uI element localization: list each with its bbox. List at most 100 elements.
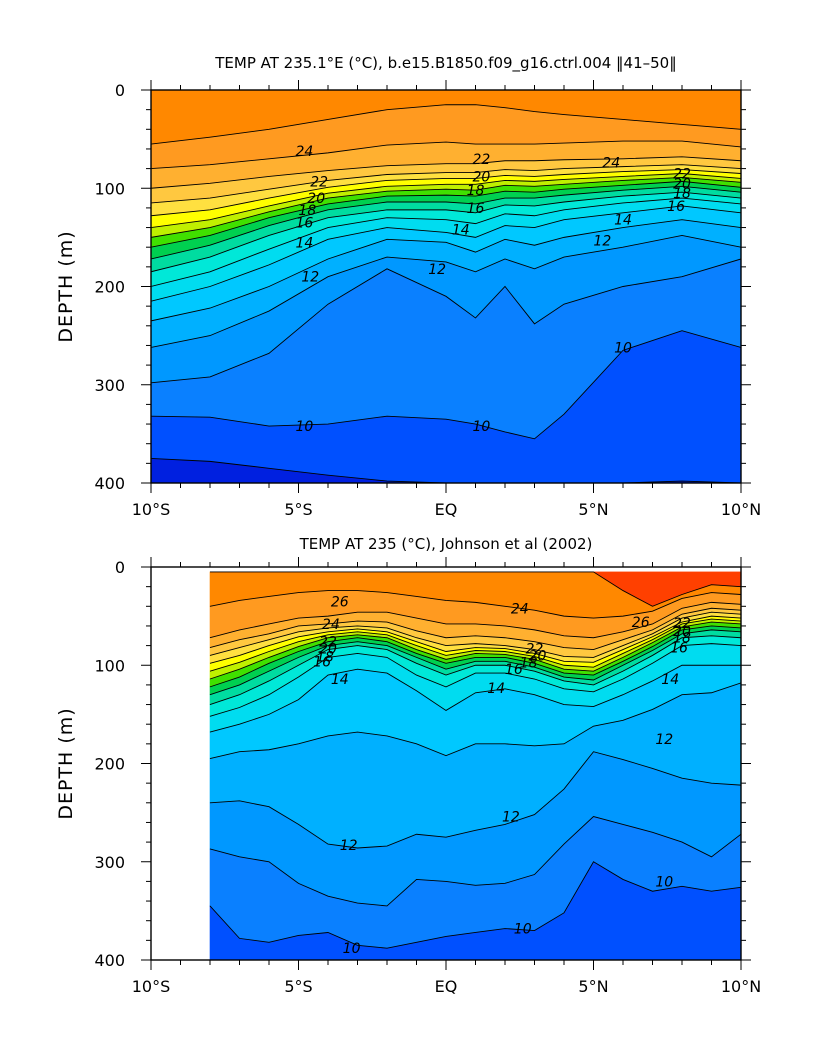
contour-label-4: 18 (316, 649, 334, 665)
isotherm-10 (209, 861, 741, 949)
y-tick-label: 200 (94, 278, 125, 297)
contour-label-9: 20 (529, 648, 547, 664)
x-tick-label: 10°S (132, 500, 171, 519)
contour-label-5: 14 (295, 235, 313, 251)
isotherm-23 (151, 156, 741, 189)
contour-label-6: 12 (301, 270, 319, 286)
contour-label-1: 24 (322, 617, 340, 633)
contour-lines (151, 104, 741, 483)
contour-label-15: 20 (673, 624, 691, 640)
contour-label-18: 14 (614, 213, 632, 229)
contour-label-13: 26 (632, 615, 650, 631)
contour-label-19: 12 (655, 732, 673, 748)
isotherm-13 (209, 682, 741, 760)
contour-label-3: 20 (319, 642, 337, 658)
contour-label-0: 26 (331, 594, 349, 610)
x-tick-label: 5°N (578, 977, 608, 996)
isotherm-26 (210, 571, 741, 607)
isotherm-24 (209, 601, 741, 639)
contour-fills (209, 571, 741, 960)
isotherm-14 (209, 664, 741, 733)
contour-label-19: 12 (593, 233, 611, 249)
isotherm-20 (151, 173, 741, 228)
x-tick-label: 5°N (578, 500, 608, 519)
panel-1: 2422201816141222201816141224222018161412… (55, 54, 761, 519)
isotherm-25 (151, 104, 741, 145)
x-tick-label: EQ (435, 500, 458, 519)
chart-title: TEMP AT 235.1°E (°C), b.e15.B1850.f09_g1… (214, 54, 676, 73)
contour-label-2: 20 (307, 191, 325, 207)
y-axis-title: DEPTH (m) (55, 230, 77, 342)
isotherm-12 (209, 751, 741, 849)
isotherm-16 (151, 191, 741, 273)
x-tick-label: 5°S (284, 500, 312, 519)
y-tick-label: 100 (94, 179, 125, 198)
contour-label-17: 16 (667, 199, 685, 215)
isotherm-10 (151, 330, 741, 440)
contour-label-6: 14 (331, 672, 349, 688)
y-tick-label: 100 (94, 656, 125, 675)
contour-label-3: 18 (298, 203, 316, 219)
contour-label-23: 10 (343, 941, 361, 957)
contour-label-8: 20 (472, 169, 490, 185)
y-axis-title: DEPTH (m) (55, 707, 77, 819)
contour-label-9: 18 (467, 183, 485, 199)
y-tick-label: 0 (115, 558, 125, 577)
contour-label-0: 24 (295, 144, 313, 160)
isotherm-24 (151, 140, 741, 170)
contour-label-12: 12 (428, 262, 446, 278)
contour-label-18: 14 (661, 672, 679, 688)
isotherm-17 (209, 629, 741, 696)
isotherm-20 (209, 618, 741, 672)
contour-label-7: 24 (511, 601, 529, 617)
y-tick-label: 300 (94, 853, 125, 872)
contour-label-5: 16 (313, 654, 331, 670)
contour-label-10: 18 (520, 655, 538, 671)
isotherm-19 (151, 176, 741, 238)
isotherm-15 (209, 643, 741, 717)
contour-label-1: 22 (310, 174, 328, 190)
contour-label-7: 22 (472, 152, 490, 168)
contour-label-4: 16 (295, 216, 313, 232)
x-tick-label: 10°N (721, 500, 761, 519)
isotherm-11 (209, 816, 741, 907)
isotherm-23 (209, 607, 741, 650)
isotherm-22 (209, 611, 741, 658)
contour-label-22: 10 (514, 922, 532, 938)
contour-label-11: 16 (505, 662, 523, 678)
isotherm-11 (151, 258, 741, 384)
contour-label-11: 14 (452, 223, 470, 239)
y-tick-label: 200 (94, 755, 125, 774)
x-tick-label: 10°S (132, 977, 171, 996)
contour-label-16: 18 (673, 631, 691, 647)
contour-label-20: 10 (295, 419, 313, 435)
isotherm-15 (151, 197, 741, 287)
contour-label-16: 18 (673, 186, 691, 202)
y-tick-label: 400 (94, 951, 125, 970)
isotherm-17 (151, 185, 741, 260)
isotherm-19 (209, 621, 741, 680)
isotherm-18 (209, 625, 741, 688)
contour-label-10: 16 (467, 201, 485, 217)
x-tick-label: 10°N (721, 977, 761, 996)
y-tick-label: 0 (115, 81, 125, 100)
y-tick-label: 300 (94, 376, 125, 395)
contour-label-8: 22 (526, 642, 544, 658)
isotherm-12 (151, 234, 741, 348)
isotherm-18 (151, 180, 741, 248)
contour-label-24: 10 (655, 874, 673, 890)
contour-label-14: 22 (673, 616, 691, 632)
contour-label-20: 12 (502, 810, 520, 826)
x-tick-label: 5°S (284, 977, 312, 996)
isotherm-16 (209, 635, 741, 705)
isotherm-25 (209, 590, 741, 619)
contour-label-2: 22 (319, 635, 337, 651)
contour-label-21: 12 (340, 838, 358, 854)
isotherm-21 (209, 615, 741, 664)
chart-title: TEMP AT 235 (°C), Johnson et al (2002) (299, 535, 593, 553)
isotherm-9 (151, 457, 741, 483)
isotherm-14 (151, 205, 741, 302)
contour-fills (151, 90, 741, 483)
